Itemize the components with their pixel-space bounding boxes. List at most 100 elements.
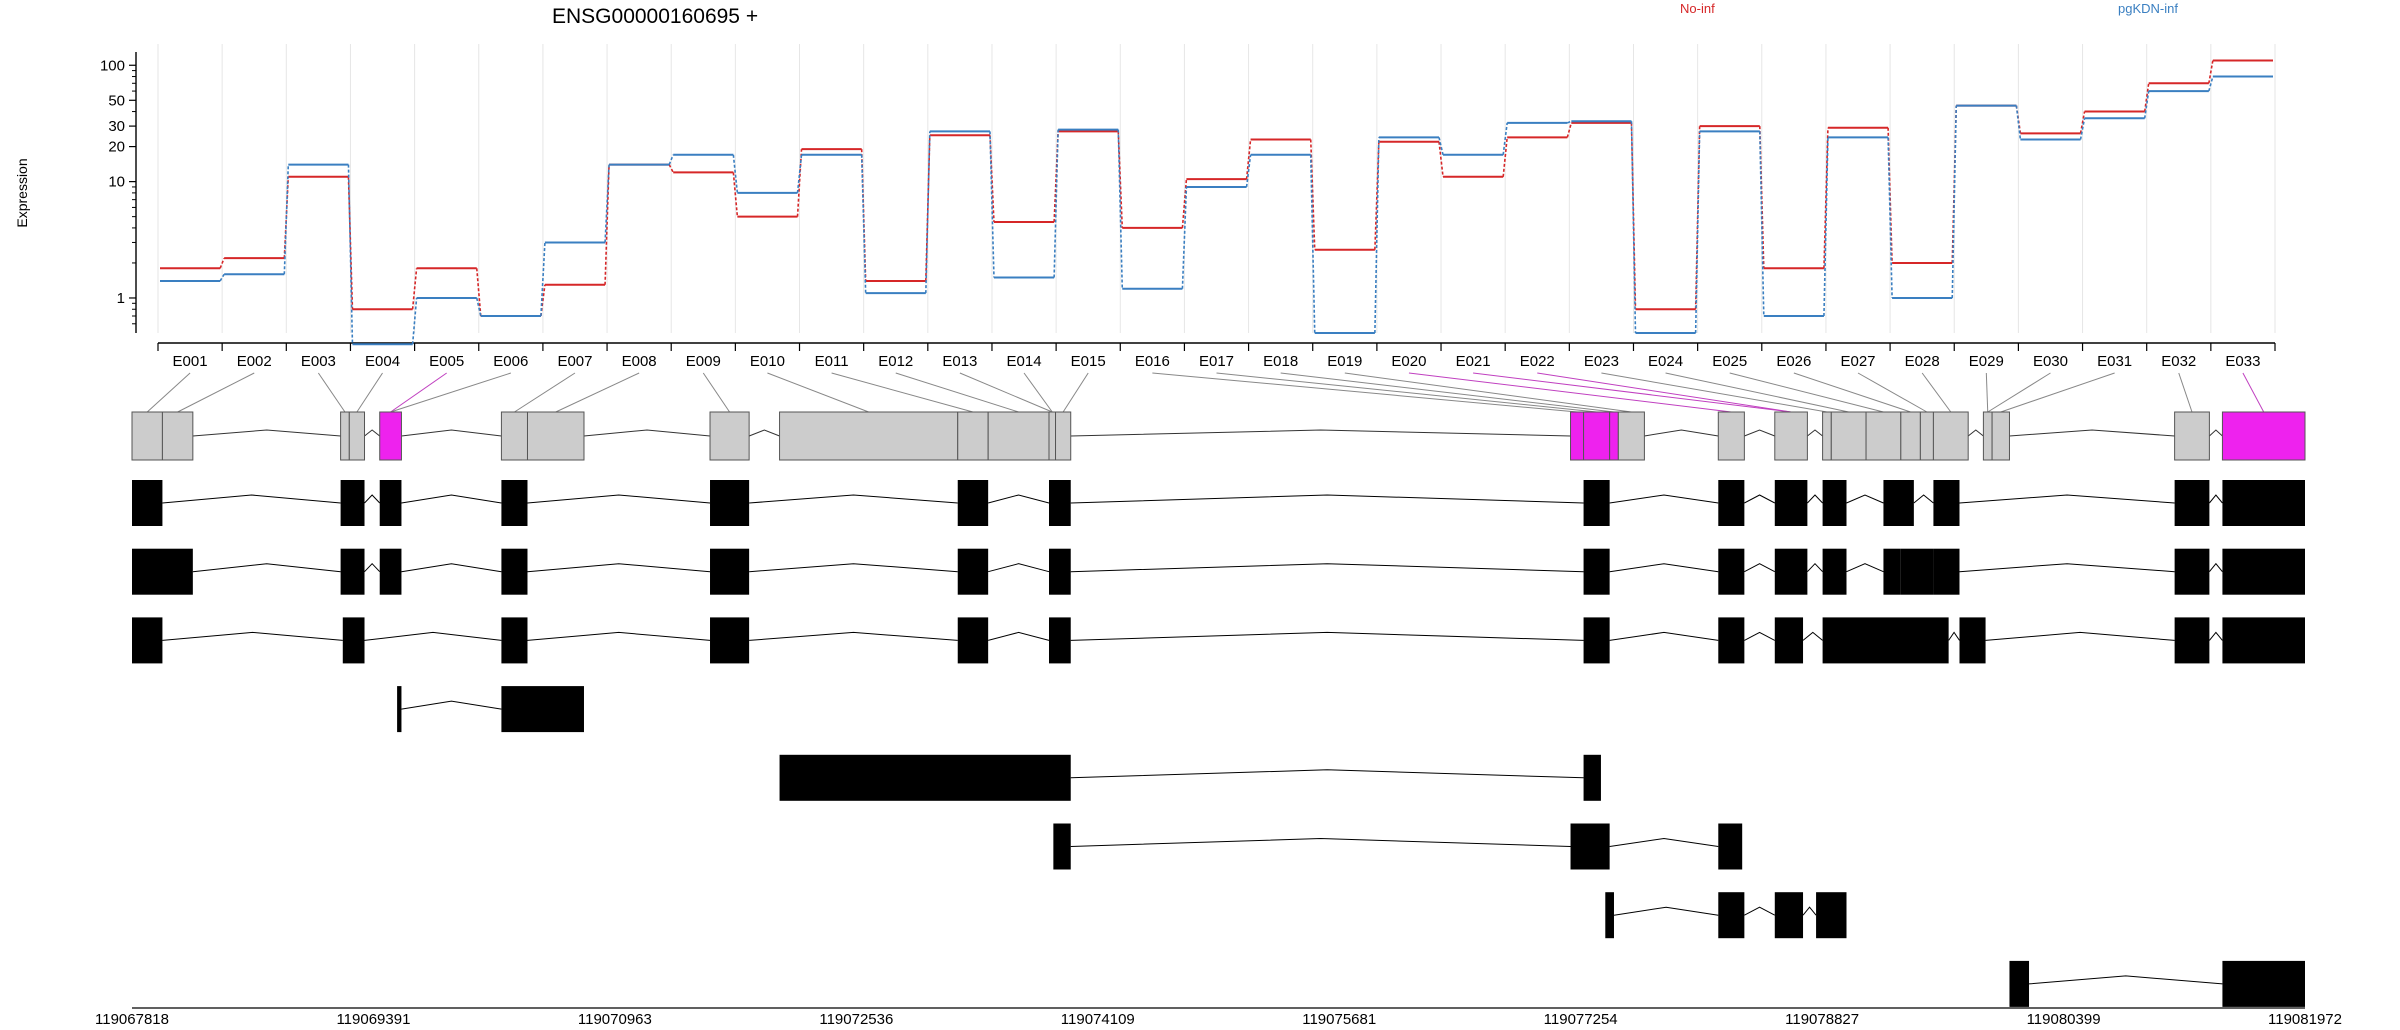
exonic-bin	[2221, 411, 2306, 461]
transcript-intron	[1807, 562, 1823, 573]
bin-connector	[1857, 372, 1928, 413]
y-axis-label: Expression	[14, 158, 30, 227]
genomic-tick-label: 119081972	[2268, 1011, 2342, 1028]
series-transition	[219, 273, 225, 282]
x-tick-label: E010	[750, 353, 785, 370]
transcript-exon	[957, 617, 989, 664]
series-transition	[860, 154, 867, 294]
transcript-intron	[749, 494, 958, 504]
exonic-bin	[1048, 411, 1057, 461]
series-transition	[925, 131, 931, 294]
exonic-bin	[340, 411, 350, 461]
transcript-exon	[710, 548, 750, 595]
series-transition	[2208, 60, 2214, 84]
transcript-exon	[779, 754, 1071, 801]
transcript-intron	[364, 631, 502, 641]
transcript-intron	[1609, 631, 1719, 641]
transcript-intron	[1846, 563, 1884, 573]
x-tick-label: E023	[1584, 353, 1619, 370]
genomic-tick-label: 119080399	[2027, 1011, 2101, 1028]
exonic-bin	[1865, 411, 1902, 461]
transcript-intron	[162, 631, 343, 641]
transcript-intron	[401, 700, 502, 710]
x-tick-label: E011	[815, 353, 849, 370]
x-tick-label: E025	[1712, 353, 1747, 370]
transcript-intron	[192, 563, 341, 573]
genomic-coordinate-axis: 119067818 119069391 119070963 119072536 1190…	[95, 1007, 2342, 1028]
series-transition	[1502, 137, 1508, 177]
series-transition	[796, 154, 803, 193]
series-transition	[411, 268, 418, 310]
transcript-exon	[1605, 892, 1614, 939]
exonic-bin	[526, 411, 585, 461]
x-tick-label: E020	[1391, 353, 1426, 370]
series-transition	[1566, 122, 1573, 138]
bin-connector	[1023, 372, 1053, 413]
transcript-intron	[1802, 631, 1823, 641]
x-tick-label: E013	[942, 353, 977, 370]
bin-connector	[1152, 372, 1578, 413]
bin-connector	[390, 372, 511, 413]
series-transition	[732, 154, 739, 193]
transcript-exon	[1718, 480, 1745, 526]
bin-connector	[831, 372, 974, 413]
transcript-exon	[1718, 548, 1745, 595]
transcript-intron	[1070, 494, 1584, 504]
x-tick-label: E031	[2097, 353, 2132, 370]
series-transition	[283, 164, 290, 275]
legend-label-no-inf: No-inf	[1680, 1, 1715, 16]
series-transition	[1567, 120, 1572, 124]
transcript-intron	[2028, 975, 2223, 985]
transcript-intron	[1959, 494, 2175, 504]
bin-connector	[1537, 372, 1792, 413]
exonic-bin	[500, 411, 528, 461]
x-tick-label: E007	[557, 353, 592, 370]
x-tick-label: E012	[878, 353, 913, 370]
y-tick-label: 50	[108, 92, 125, 109]
transcript-intron	[1913, 494, 1934, 504]
bin-connector	[1987, 372, 2051, 413]
transcript-intron	[1985, 631, 2175, 641]
transcript-exon	[2174, 480, 2210, 526]
x-tick-label: E022	[1520, 353, 1555, 370]
series-transition	[1758, 131, 1765, 317]
transcript-intron	[749, 631, 958, 641]
bin-connector	[2000, 372, 2115, 413]
genomic-tick-label: 119077254	[1544, 1011, 1618, 1028]
transcript-exon	[1774, 617, 1804, 664]
x-tick-label: E027	[1840, 353, 1875, 370]
transcript-exon	[710, 480, 750, 526]
exonic-bin	[987, 411, 1050, 461]
transcript-intron	[162, 494, 341, 504]
transcript-exon	[501, 617, 528, 664]
transcript-exon	[1049, 548, 1071, 595]
intron-line	[2209, 429, 2223, 437]
series-transition	[1245, 139, 1252, 180]
bin-connector	[177, 372, 255, 413]
transcript-intron	[1609, 563, 1719, 573]
transcript-exon	[2222, 480, 2305, 526]
transcript-exon	[710, 617, 750, 664]
transcript-exon	[132, 617, 163, 664]
transcript-exon	[1583, 754, 1601, 801]
transcript-intron	[1070, 563, 1584, 573]
transcript-exon	[340, 480, 365, 526]
x-tick-label: E019	[1327, 353, 1362, 370]
x-tick-label: E004	[365, 353, 400, 370]
transcript-intron	[1609, 494, 1719, 504]
transcript-exon	[2222, 617, 2305, 664]
x-tick-label: E024	[1648, 353, 1683, 370]
transcript-intron	[1959, 563, 2175, 573]
intron-line	[583, 429, 711, 437]
bin-connector	[146, 372, 191, 413]
x-tick-label: E009	[686, 353, 721, 370]
bin-connector	[555, 372, 640, 413]
transcript-exon	[1718, 823, 1743, 870]
transcript-exon	[1959, 617, 1986, 664]
transcript-exon	[2222, 548, 2305, 595]
x-tick-label: E015	[1071, 353, 1106, 370]
transcript-exon	[1583, 617, 1610, 664]
intron-line	[2009, 429, 2175, 437]
transcript-intron	[988, 563, 1050, 573]
